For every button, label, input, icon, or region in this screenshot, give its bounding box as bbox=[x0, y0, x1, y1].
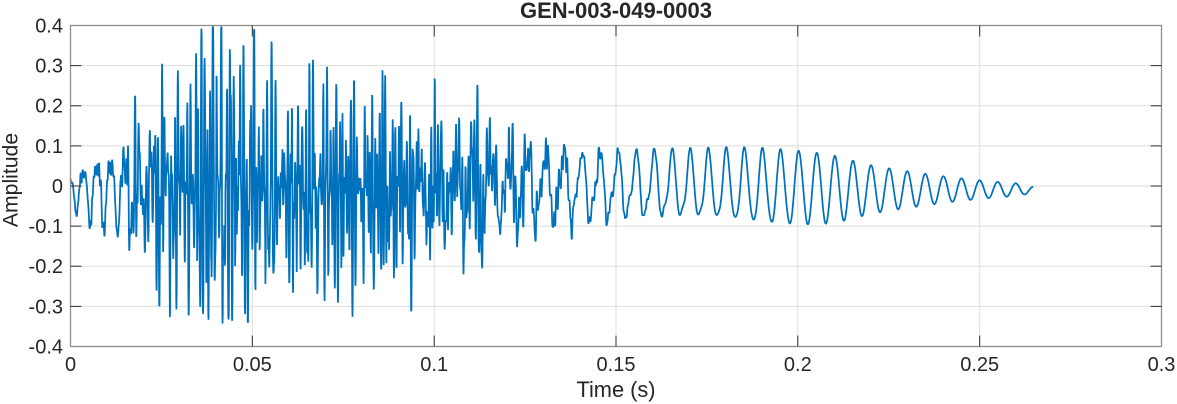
svg-text:Time (s): Time (s) bbox=[576, 377, 655, 402]
svg-text:0.1: 0.1 bbox=[35, 136, 63, 158]
svg-text:0.3: 0.3 bbox=[1148, 354, 1176, 376]
svg-text:0: 0 bbox=[65, 354, 76, 376]
svg-text:-0.3: -0.3 bbox=[29, 296, 63, 318]
svg-text:0.15: 0.15 bbox=[597, 354, 636, 376]
svg-text:-0.2: -0.2 bbox=[29, 256, 63, 278]
svg-text:0.4: 0.4 bbox=[35, 15, 63, 37]
svg-text:-0.1: -0.1 bbox=[29, 216, 63, 238]
svg-text:0.05: 0.05 bbox=[233, 354, 272, 376]
svg-text:0.25: 0.25 bbox=[960, 354, 999, 376]
svg-text:0.2: 0.2 bbox=[784, 354, 812, 376]
svg-text:-0.4: -0.4 bbox=[29, 336, 63, 358]
svg-text:0.2: 0.2 bbox=[35, 96, 63, 118]
svg-text:Amplitude: Amplitude bbox=[0, 133, 23, 227]
svg-text:GEN-003-049-0003: GEN-003-049-0003 bbox=[520, 0, 712, 23]
svg-text:0.3: 0.3 bbox=[35, 56, 63, 78]
svg-text:0.1: 0.1 bbox=[420, 354, 448, 376]
svg-text:0: 0 bbox=[52, 176, 63, 198]
